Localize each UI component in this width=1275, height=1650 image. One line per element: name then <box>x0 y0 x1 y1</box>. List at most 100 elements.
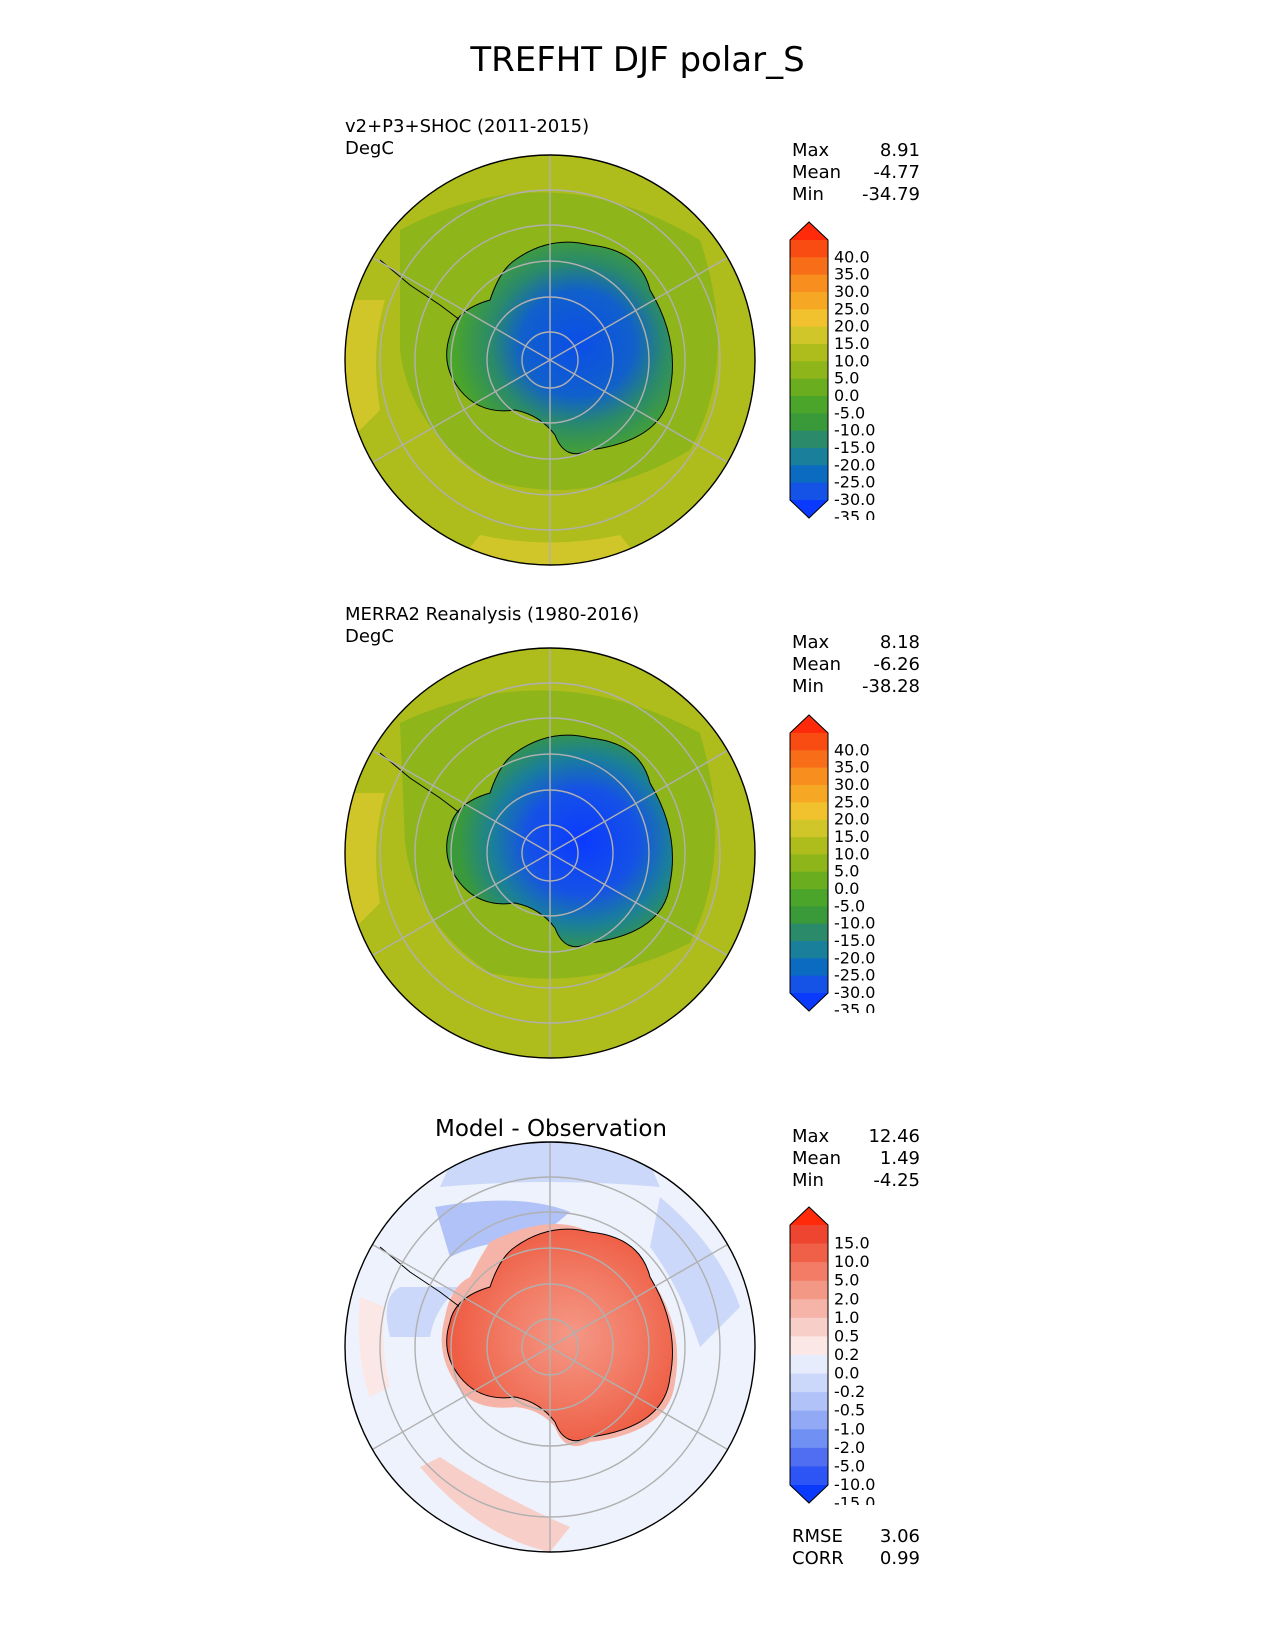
colorbar-tick-label: 15.0 <box>834 334 870 353</box>
colorbar-segment <box>790 1429 828 1449</box>
cool-anomaly <box>435 1200 570 1257</box>
stat-row: Mean 1.49 <box>792 1148 920 1169</box>
panel-1-stats: Max 8.91 Mean -4.77 Min -34.79 <box>792 140 920 206</box>
colorbar-tick-label: -35.0 <box>834 1000 875 1013</box>
colorbar-segment <box>790 378 828 397</box>
colorbar-tick-label: 10.0 <box>834 1252 870 1271</box>
colorbar-segment <box>790 1262 828 1282</box>
colorbar-tick-label: 35.0 <box>834 265 870 284</box>
colorbar-segment <box>790 1317 828 1337</box>
colorbar-segment <box>790 854 828 873</box>
colorbar-outline <box>789 1206 829 1504</box>
antarctica-field <box>446 1228 673 1442</box>
colorbar-segment <box>790 292 828 310</box>
stat-row: Max 12.46 <box>792 1126 920 1147</box>
colorbar-tick-label: 5.0 <box>834 369 859 388</box>
panel-2-stats: Max 8.18 Mean -6.26 Min -38.28 <box>792 632 920 698</box>
colorbar-segment <box>790 767 828 786</box>
stat-row: Max 8.91 <box>792 140 920 161</box>
colorbar-segment <box>790 1447 828 1467</box>
stat-row: CORR 0.99 <box>792 1548 920 1569</box>
colorbar-segment <box>790 482 828 501</box>
colorbar-tick-label: 10.0 <box>834 844 870 863</box>
colorbar-tick-label: 0.0 <box>834 386 859 405</box>
panel-1-units: DegC <box>345 138 394 159</box>
antarctica-field <box>446 734 673 948</box>
panel-3-title: Model - Observation <box>434 1116 668 1142</box>
stat-row: Min -4.25 <box>792 1170 920 1191</box>
colorbar-segment <box>790 413 828 432</box>
colorbar-segment <box>790 1392 828 1412</box>
colorbar-segment <box>790 344 828 362</box>
colorbar-outline <box>789 714 829 1012</box>
stat-row: RMSE 3.06 <box>792 1526 920 1547</box>
colorbar-tick-label: 0.0 <box>834 879 859 898</box>
colorbar-tick-label: 40.0 <box>834 740 870 759</box>
colorbar-extend-min <box>790 500 828 518</box>
colorbar-segment <box>790 750 828 769</box>
colorbar-tick-label: 15.0 <box>834 1234 870 1253</box>
colorbar-tick-label: -15.0 <box>834 931 875 950</box>
colorbar-tick-label: 5.0 <box>834 862 859 881</box>
colorbar-tick-label: -5.0 <box>834 896 865 915</box>
colorbar-segment <box>790 430 828 449</box>
panel-3-polar-map <box>344 1141 756 1553</box>
colorbar-tick-label: -20.0 <box>834 948 875 967</box>
panel-2-header: MERRA2 Reanalysis (1980-2016) DegC <box>345 604 639 648</box>
colorbar-segment <box>790 889 828 907</box>
colorbar-tick-label: -2.0 <box>834 1438 865 1457</box>
colorbar-segment <box>790 975 828 994</box>
colorbar-tick-label: -0.5 <box>834 1401 865 1420</box>
colorbar-tick-label: -25.0 <box>834 473 875 492</box>
graticule <box>367 648 733 1058</box>
colorbar-segment <box>790 1466 828 1486</box>
colorbar-extend-max <box>790 222 828 240</box>
colorbar-tick-label: 5.0 <box>834 1271 859 1290</box>
colorbar-tick-label: -15.0 <box>834 438 875 457</box>
panel-2-colorbar: 40.035.030.025.020.015.010.05.00.0-5.0-1… <box>789 714 875 1013</box>
panel-1-label: v2+P3+SHOC (2011-2015) <box>345 116 590 137</box>
colorbar-tick-label: 25.0 <box>834 299 870 318</box>
colorbar-segment <box>790 448 828 466</box>
map-boundary <box>344 647 756 1059</box>
colorbar-segment <box>790 906 828 925</box>
peninsula-coast <box>379 752 461 814</box>
map-boundary <box>344 154 756 566</box>
colorbar-segment <box>790 733 828 751</box>
colorbar-segment <box>790 1225 828 1245</box>
colorbar-tick-label: 1.0 <box>834 1308 859 1327</box>
colorbar-tick-label: -5.0 <box>834 403 865 422</box>
warm-band <box>345 300 385 440</box>
warm-band <box>345 793 385 933</box>
colorbar-segment <box>790 1243 828 1263</box>
colorbar-segment <box>790 361 828 380</box>
stat-row: Max 8.18 <box>792 632 920 653</box>
colorbar-extend-min <box>790 993 828 1011</box>
colorbar-tick-label: -30.0 <box>834 983 875 1002</box>
colorbar-tick-label: 30.0 <box>834 282 870 301</box>
colorbar-tick-label: -35.0 <box>834 507 875 520</box>
colorbar-outline <box>789 221 829 519</box>
panel-2-label: MERRA2 Reanalysis (1980-2016) <box>345 604 640 625</box>
colorbar-tick-label: 35.0 <box>834 758 870 777</box>
colorbar-segment <box>790 958 828 977</box>
panel-1-polar-map <box>344 154 756 566</box>
colorbar-segment <box>790 1280 828 1300</box>
colorbar-segment <box>790 819 828 838</box>
colorbar-segment <box>790 465 828 484</box>
map-boundary <box>344 1141 756 1553</box>
colorbar-tick-label: -1.0 <box>834 1419 865 1438</box>
panel-2-units: DegC <box>345 626 394 647</box>
colorbar-extend-min <box>790 1485 828 1503</box>
colorbar-segment <box>790 1355 828 1375</box>
colorbar-segment <box>790 923 828 942</box>
colorbar-segment <box>790 785 828 803</box>
stat-row: Mean -6.26 <box>792 654 920 675</box>
colorbar-tick-label: -10.0 <box>834 914 875 933</box>
antarctica-field <box>446 241 673 455</box>
colorbar-segment <box>790 1373 828 1393</box>
colorbar-tick-label: 10.0 <box>834 351 870 370</box>
colorbar-segment <box>790 837 828 855</box>
colorbar-tick-label: 0.2 <box>834 1345 859 1364</box>
colorbar-segment <box>790 1336 828 1356</box>
